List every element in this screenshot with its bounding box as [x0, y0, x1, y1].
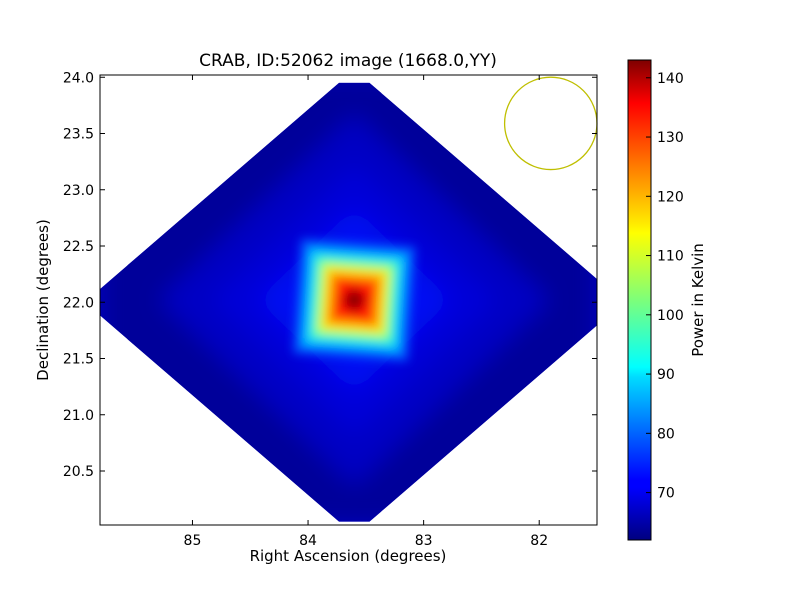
colorbar-tick-label: 100 — [657, 308, 684, 324]
colorbar-tick-label: 70 — [657, 486, 675, 502]
y-tick-label: 20.5 — [63, 464, 94, 480]
colorbar-tick-label: 80 — [657, 426, 675, 442]
x-tick-label: 82 — [530, 533, 548, 549]
y-tick-label: 22.0 — [63, 295, 94, 311]
peak-level — [347, 292, 362, 308]
plot-frame — [99, 74, 598, 526]
colorbar-tick-label: 110 — [657, 249, 684, 265]
x-axis-label: Right Ascension (degrees) — [250, 547, 447, 565]
x-axis: 85 84 83 82 — [184, 75, 548, 549]
y-tick-label: 22.5 — [63, 239, 94, 255]
colorbar-tick-label: 90 — [657, 367, 675, 383]
y-tick-label: 21.0 — [63, 408, 94, 424]
y-axis-label: Declination (degrees) — [34, 219, 52, 381]
colorbar-label: Power in Kelvin — [689, 243, 707, 357]
x-tick-label: 84 — [299, 533, 317, 549]
colorbar-tick-label: 130 — [657, 130, 684, 146]
colorbar-ticks: 70 80 90 100 110 120 130 140 — [646, 71, 684, 502]
y-tick-label: 23.5 — [63, 127, 94, 143]
colorbar — [627, 59, 652, 541]
colorbar-tick-label: 140 — [657, 71, 684, 87]
y-axis: 20.5 21.0 21.5 22.0 22.5 23.0 23.5 24.0 — [63, 70, 597, 480]
y-tick-label: 24.0 — [63, 70, 94, 86]
peak-core — [293, 239, 416, 361]
y-tick-label: 21.5 — [63, 352, 94, 368]
beam-circle — [503, 76, 598, 171]
heatmap-image — [100, 82, 597, 522]
colorbar-tick-label: 120 — [657, 189, 684, 205]
x-tick-label: 83 — [415, 533, 433, 549]
x-tick-label: 85 — [184, 533, 202, 549]
y-tick-label: 23.0 — [63, 183, 94, 199]
chart-title: CRAB, ID:52062 image (1668.0,YY) — [199, 51, 497, 71]
